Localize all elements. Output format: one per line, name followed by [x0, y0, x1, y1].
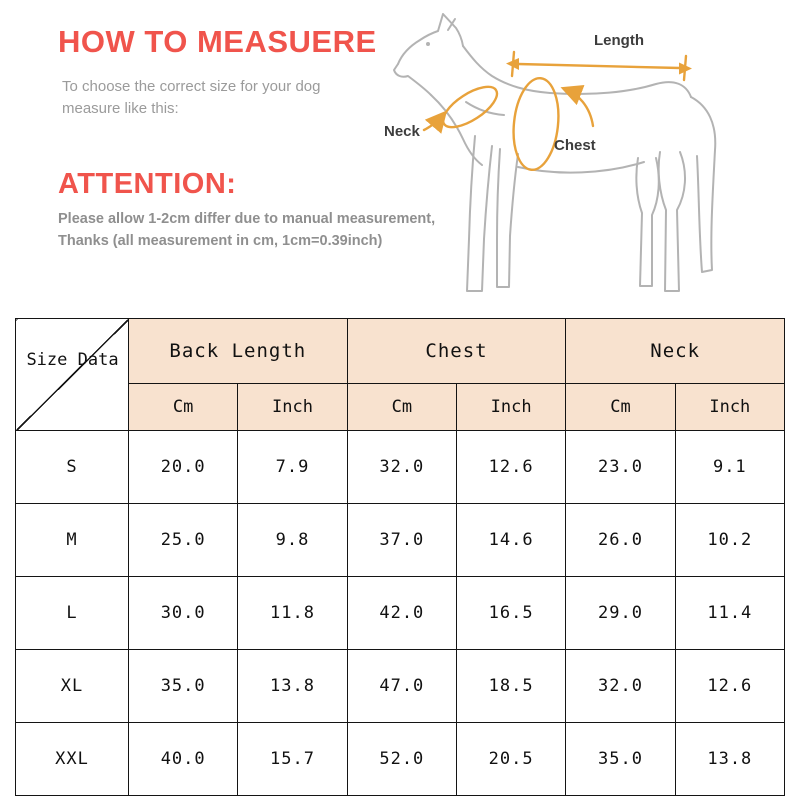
- size-cell: L: [15, 576, 129, 650]
- chest-measure-ellipse: [512, 76, 560, 172]
- value-cell: 14.6: [455, 503, 567, 577]
- value-cell: 40.0: [127, 722, 239, 796]
- group-header-back-length: Back Length: [128, 318, 348, 384]
- value-cell: 15.7: [237, 722, 348, 796]
- value-cell: 35.0: [565, 722, 676, 796]
- chest-label: Chest: [554, 137, 596, 154]
- value-cell: 9.1: [674, 430, 786, 504]
- value-cell: 30.0: [127, 576, 239, 650]
- measure-annotations: [422, 50, 692, 172]
- value-cell: 11.8: [237, 576, 348, 650]
- value-cell: 12.6: [455, 430, 567, 504]
- value-cell: 12.6: [674, 649, 786, 723]
- value-cell: 32.0: [565, 649, 676, 723]
- group-header-neck: Neck: [565, 318, 785, 384]
- value-cell: 20.0: [127, 430, 239, 504]
- dog-outline: [393, 13, 717, 292]
- value-cell: 11.4: [674, 576, 786, 650]
- attention-title: ATTENTION:: [58, 168, 237, 200]
- length-arrow-line: [516, 62, 682, 70]
- value-cell: 20.5: [455, 722, 567, 796]
- length-label: Length: [594, 32, 644, 49]
- value-cell: 42.0: [346, 576, 457, 650]
- chest-pointer-arrow: [560, 84, 595, 128]
- table-unit-header-row: Cm Inch Cm Inch Cm Inch: [16, 383, 786, 431]
- value-cell: 47.0: [346, 649, 457, 723]
- subtitle-text: To choose the correct size for your dog …: [62, 78, 321, 117]
- unit-header: Inch: [455, 383, 567, 431]
- group-header-chest: Chest: [346, 318, 567, 384]
- value-cell: 26.0: [565, 503, 676, 577]
- unit-header: Cm: [127, 383, 239, 431]
- page-title: HOW TO MEASUERE: [58, 24, 377, 59]
- value-cell: 25.0: [127, 503, 239, 577]
- dog-outline-drawing: [393, 13, 717, 292]
- value-cell: 16.5: [455, 576, 567, 650]
- table-row-l: L 30.0 11.8 42.0 16.5 29.0 11.4: [15, 576, 786, 650]
- neck-label: Neck: [384, 123, 420, 140]
- attention-body: Please allow 1-2cm differ due to manual …: [58, 211, 436, 250]
- length-tick-left: [510, 50, 516, 78]
- value-cell: 18.5: [455, 649, 567, 723]
- value-cell: 10.2: [674, 503, 786, 577]
- table-row-m: M 25.0 9.8 37.0 14.6 26.0 10.2: [15, 503, 786, 577]
- table-row-xxl: XXL 40.0 15.7 52.0 20.5 35.0 13.8: [15, 722, 786, 796]
- size-chart-table: Size Data Back Length Chest Neck Cm Inch…: [15, 318, 786, 796]
- value-cell: 13.8: [237, 649, 348, 723]
- neck-measure-ellipse: [441, 85, 499, 129]
- size-cell: M: [15, 503, 129, 577]
- size-cell: XL: [15, 649, 129, 723]
- unit-header: Inch: [674, 383, 786, 431]
- size-cell: S: [15, 430, 129, 504]
- size-cell: XXL: [15, 722, 129, 796]
- value-cell: 29.0: [565, 576, 676, 650]
- unit-header: Cm: [565, 383, 676, 431]
- value-cell: 52.0: [346, 722, 457, 796]
- unit-header: Inch: [237, 383, 348, 431]
- length-tick-right: [682, 54, 688, 82]
- value-cell: 35.0: [127, 649, 239, 723]
- table-row-s: S 20.0 7.9 32.0 12.6 23.0 9.1: [15, 430, 786, 504]
- dog-measure-diagram: Length Neck Chest: [378, 4, 790, 306]
- neck-pointer-arrow: [422, 110, 448, 134]
- value-cell: 23.0: [565, 430, 676, 504]
- value-cell: 37.0: [346, 503, 457, 577]
- unit-header: Cm: [346, 383, 457, 431]
- corner-cell: Size Data: [15, 318, 129, 431]
- value-cell: 7.9: [237, 430, 348, 504]
- value-cell: 13.8: [674, 722, 786, 796]
- table-row-xl: XL 35.0 13.8 47.0 18.5 32.0 12.6: [15, 649, 786, 723]
- value-cell: 32.0: [346, 430, 457, 504]
- table-group-header-row: Size Data Back Length Chest Neck: [15, 318, 785, 431]
- value-cell: 9.8: [237, 503, 348, 577]
